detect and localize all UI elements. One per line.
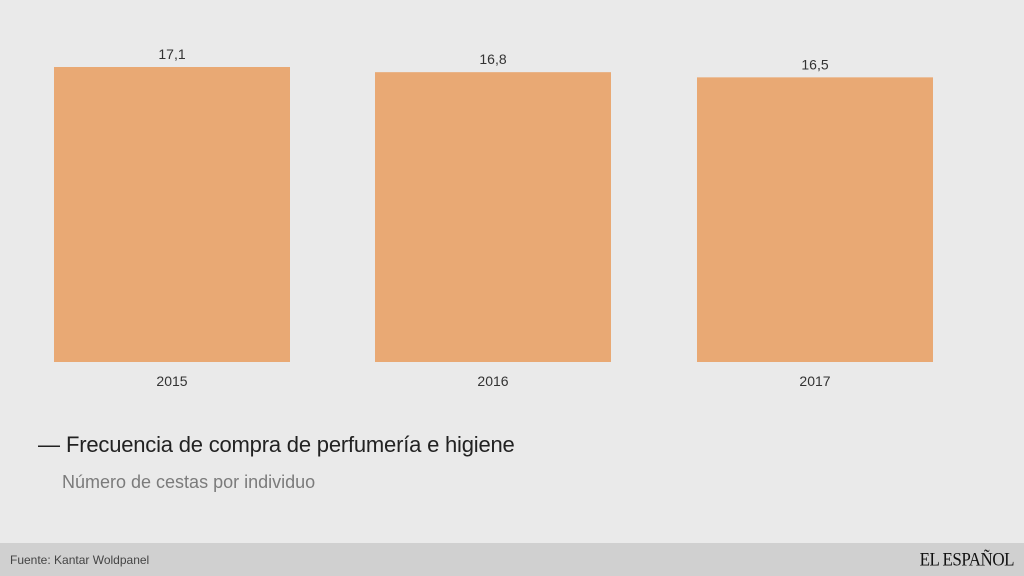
value-label-2016: 16,8	[479, 51, 506, 67]
bar-2017	[697, 77, 933, 362]
source-note: Fuente: Kantar Woldpanel	[10, 552, 150, 567]
value-label-2017: 16,5	[801, 56, 828, 72]
x-tick-label-2016: 2016	[477, 373, 508, 389]
brand-logo: EL ESPAÑOL	[919, 548, 1015, 570]
x-tick-label-2017: 2017	[799, 373, 830, 389]
x-tick-label-2015: 2015	[156, 373, 187, 389]
title-dash: —	[38, 432, 60, 458]
bar-2016	[375, 72, 611, 362]
chart-title-block: — Frecuencia de compra de perfumería e h…	[38, 432, 984, 493]
value-label-2015: 17,1	[158, 46, 185, 62]
bar-2015	[54, 67, 290, 362]
chart-subtitle: Número de cestas por individuo	[62, 472, 316, 493]
bar-chart: 17,1 2015 16,8 2016 16,5 2017	[54, 46, 933, 389]
footer-bar: Fuente: Kantar Woldpanel EL ESPAÑOL	[0, 543, 1024, 576]
chart-title: Frecuencia de compra de perfumería e hig…	[66, 432, 515, 457]
title-row: — Frecuencia de compra de perfumería e h…	[38, 432, 984, 458]
